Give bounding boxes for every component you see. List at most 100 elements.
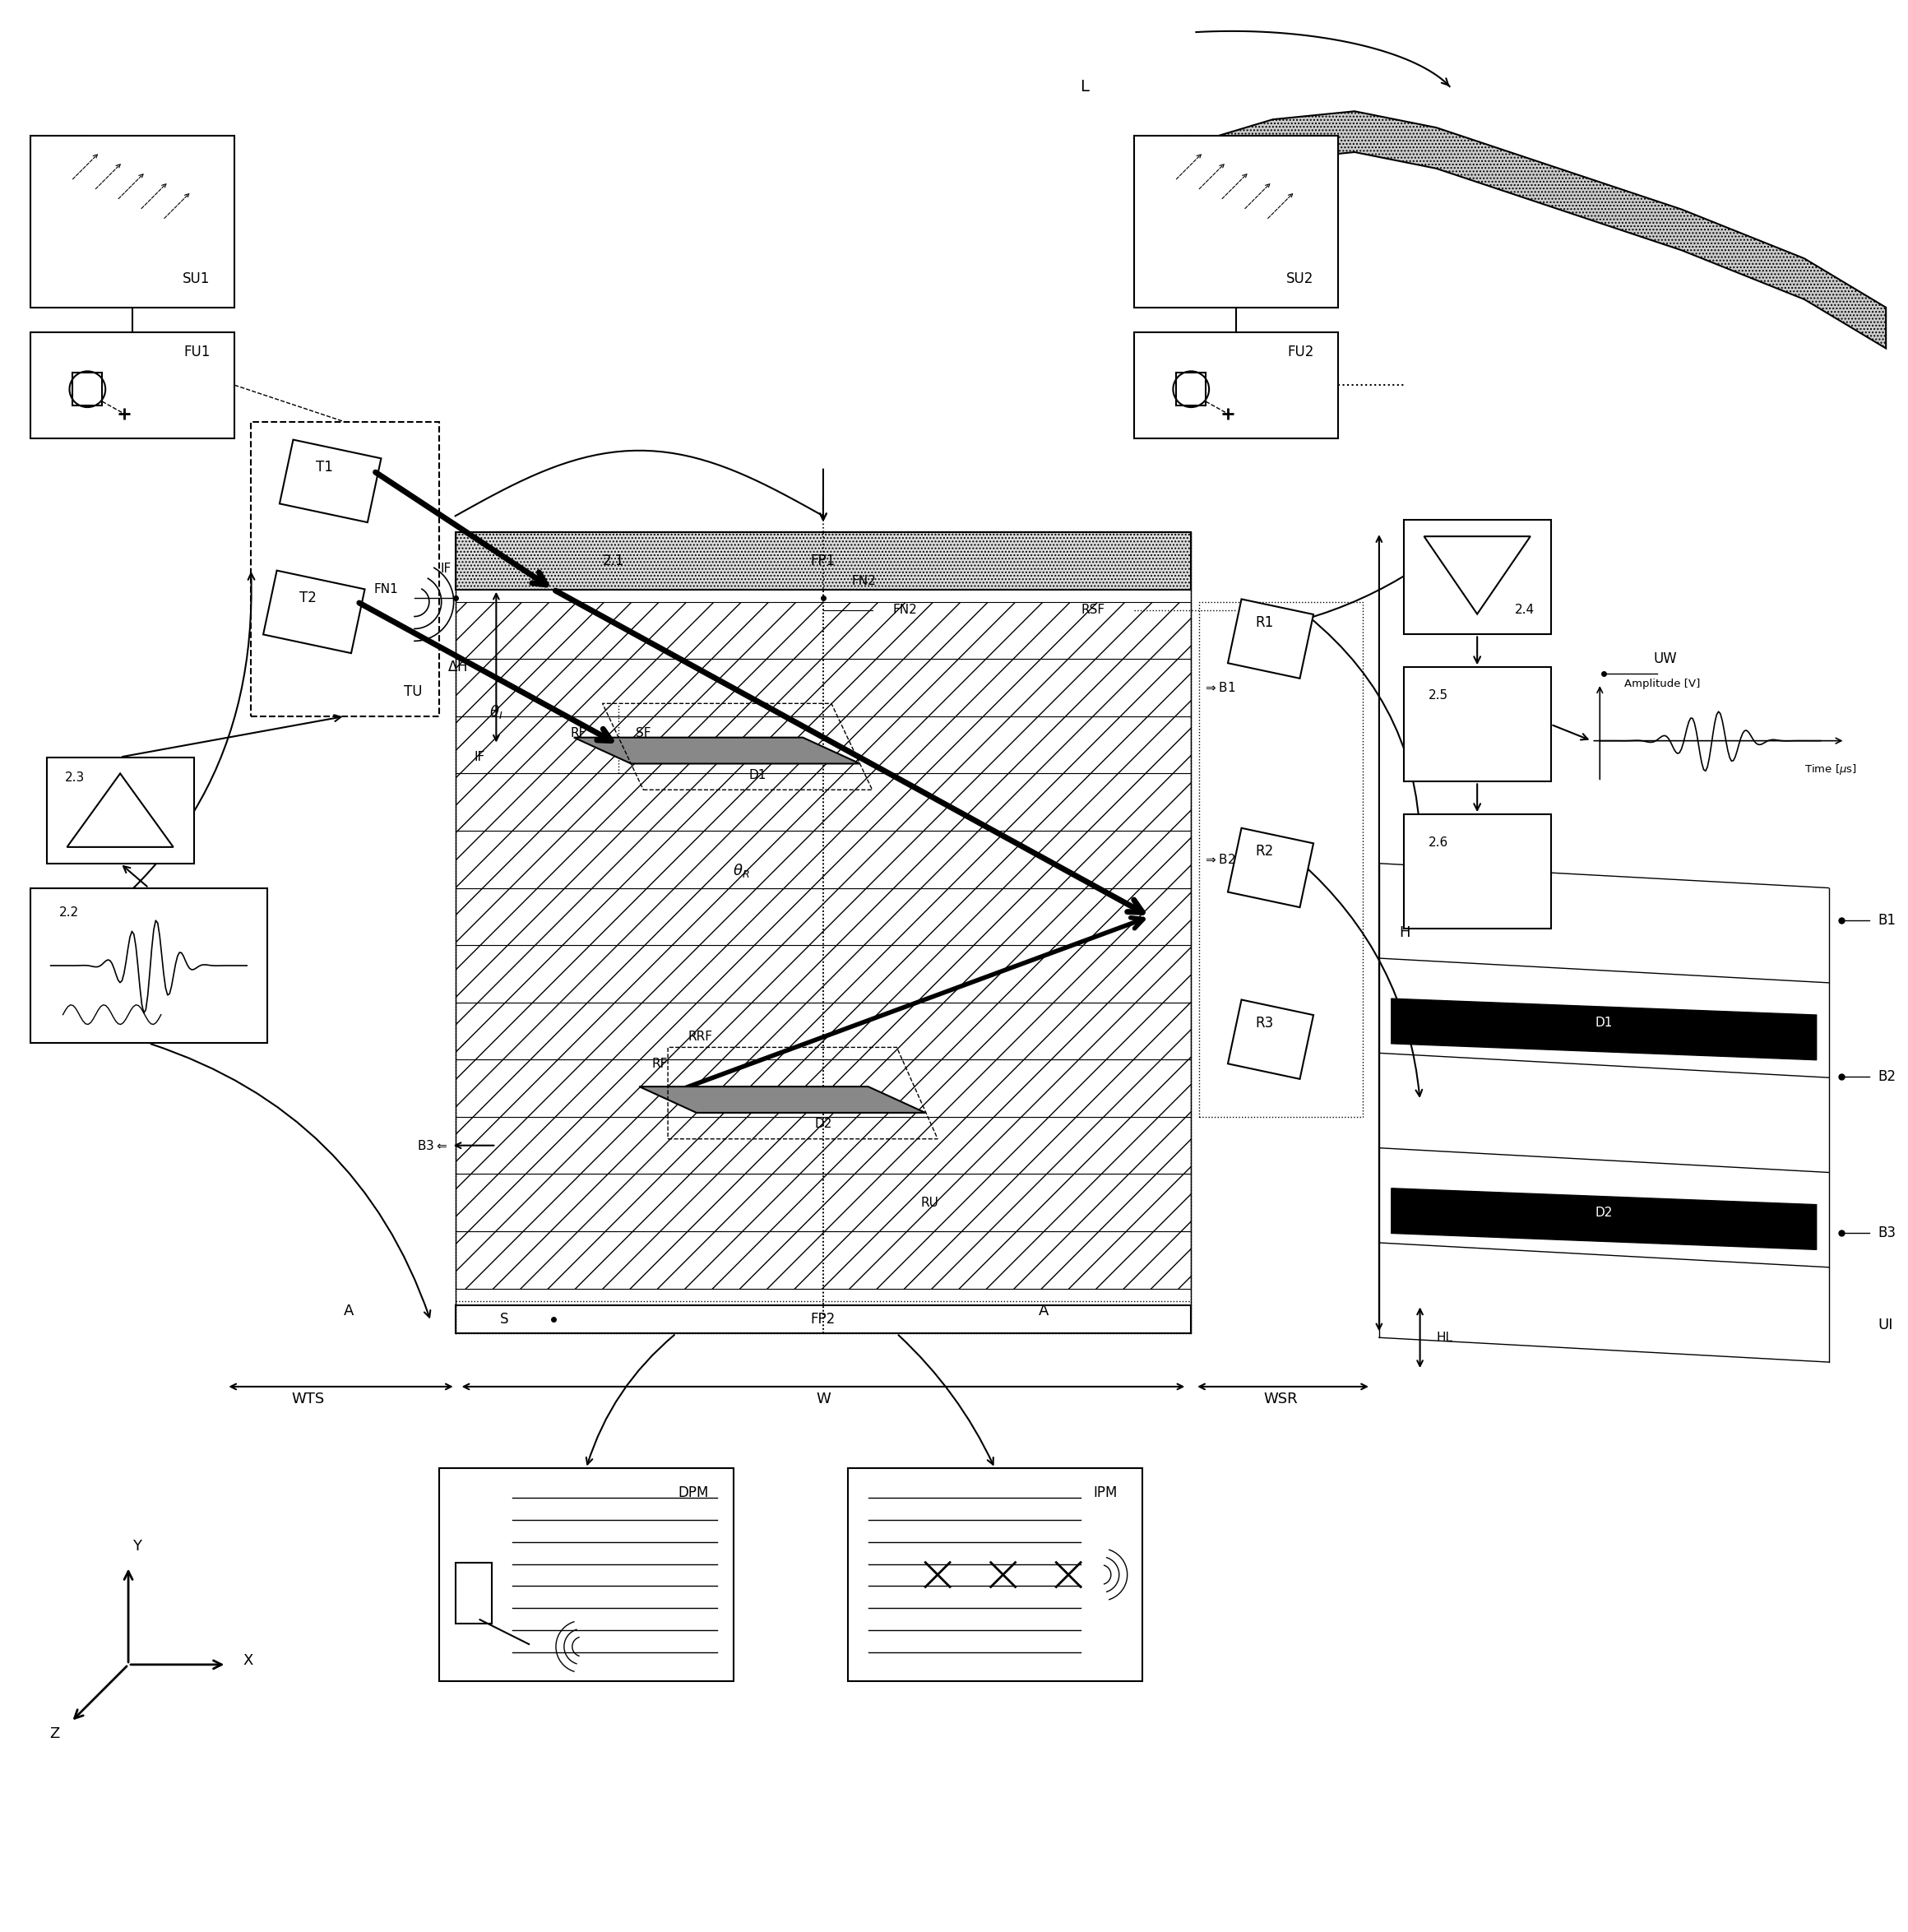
Bar [263, 570, 364, 653]
Polygon shape [67, 773, 174, 846]
Polygon shape [574, 738, 861, 763]
Text: X: X [242, 1654, 254, 1667]
Bar [456, 533, 1191, 1333]
Text: 2.3: 2.3 [65, 771, 86, 784]
Bar [1133, 332, 1338, 439]
Bar [456, 1059, 1191, 1117]
Text: WTS: WTS [292, 1391, 324, 1406]
Text: B2: B2 [1877, 1070, 1897, 1084]
Polygon shape [1391, 999, 1816, 1061]
Bar [280, 440, 382, 522]
Text: 2.1: 2.1 [603, 553, 624, 568]
Text: Amplitude [V]: Amplitude [V] [1624, 678, 1700, 690]
Text: D2: D2 [1595, 1208, 1612, 1219]
Text: A: A [1038, 1304, 1049, 1318]
Text: IF: IF [441, 562, 452, 576]
Bar [456, 773, 1191, 831]
Text: $\theta_R$: $\theta_R$ [733, 862, 750, 879]
Text: RF: RF [653, 1057, 668, 1070]
Bar [456, 601, 1191, 659]
Bar [456, 1563, 492, 1623]
Bar [456, 1304, 1191, 1333]
Text: UW: UW [1654, 651, 1677, 667]
Text: FN2: FN2 [851, 576, 876, 587]
Text: RSF: RSF [1082, 605, 1105, 616]
Text: B1: B1 [1877, 914, 1897, 927]
Bar [439, 1468, 733, 1681]
Text: 2.6: 2.6 [1429, 837, 1448, 850]
Bar [847, 1468, 1143, 1681]
Text: TU: TU [404, 684, 424, 699]
Text: L: L [1080, 79, 1089, 95]
Bar [456, 717, 1191, 773]
Bar [1229, 999, 1313, 1078]
Bar [1404, 667, 1551, 782]
Polygon shape [1391, 1188, 1816, 1250]
Text: 2.5: 2.5 [1429, 690, 1448, 701]
Bar [456, 1117, 1191, 1175]
Bar [456, 659, 1191, 717]
Text: RF: RF [570, 726, 586, 740]
Text: Y: Y [132, 1538, 141, 1553]
Text: W: W [817, 1391, 830, 1406]
Text: FP1: FP1 [811, 553, 836, 568]
Bar [1200, 601, 1362, 1117]
Bar [31, 889, 267, 1043]
Bar [456, 831, 1191, 889]
Bar [31, 135, 235, 307]
Text: H: H [1400, 925, 1410, 941]
Polygon shape [1191, 112, 1885, 348]
Bar [46, 757, 195, 864]
Text: 2.4: 2.4 [1515, 605, 1534, 616]
Text: Z: Z [50, 1727, 59, 1741]
Text: $\Delta$H: $\Delta$H [448, 661, 467, 674]
Text: R2: R2 [1255, 844, 1275, 858]
Polygon shape [1423, 537, 1530, 614]
Text: $\theta_I$: $\theta_I$ [490, 703, 504, 721]
Text: S: S [500, 1312, 509, 1327]
Bar [456, 533, 1191, 589]
Text: FN2: FN2 [893, 605, 918, 616]
Text: Time [$\mu$s]: Time [$\mu$s] [1805, 763, 1856, 777]
Bar [456, 945, 1191, 1003]
Text: T1: T1 [317, 460, 334, 473]
Text: IF: IF [475, 752, 485, 763]
Text: R1: R1 [1255, 614, 1275, 630]
Bar [1404, 520, 1551, 634]
Bar [1404, 815, 1551, 929]
Text: D1: D1 [750, 769, 767, 781]
Text: D1: D1 [1595, 1016, 1612, 1030]
Text: A: A [343, 1304, 355, 1318]
Bar [456, 1231, 1191, 1289]
Text: B3$\Leftarrow$: B3$\Leftarrow$ [416, 1138, 446, 1151]
Text: HL: HL [1437, 1331, 1452, 1345]
Text: T2: T2 [300, 591, 317, 605]
Text: DPM: DPM [677, 1486, 708, 1501]
Text: $\Rightarrow$B1: $\Rightarrow$B1 [1204, 682, 1236, 694]
Text: FP2: FP2 [811, 1312, 836, 1327]
Bar [456, 1003, 1191, 1059]
Text: FU2: FU2 [1288, 346, 1315, 359]
Text: $\Rightarrow$B2: $\Rightarrow$B2 [1204, 852, 1236, 866]
Polygon shape [639, 1086, 925, 1113]
Bar [31, 332, 235, 439]
Text: SU1: SU1 [183, 270, 210, 286]
Text: FN1: FN1 [374, 583, 399, 595]
Text: WSR: WSR [1263, 1391, 1297, 1406]
Text: SF: SF [635, 726, 651, 740]
Bar [1229, 599, 1313, 678]
Text: SU2: SU2 [1286, 270, 1315, 286]
Text: RRF: RRF [689, 1030, 714, 1043]
Bar [1133, 135, 1338, 307]
Bar [252, 421, 439, 717]
Bar [1177, 373, 1206, 406]
Text: B3: B3 [1877, 1227, 1897, 1240]
Text: RU: RU [920, 1196, 939, 1209]
Text: D2: D2 [815, 1119, 832, 1130]
Text: UI: UI [1877, 1318, 1893, 1333]
Text: R3: R3 [1255, 1016, 1275, 1030]
Text: IPM: IPM [1093, 1486, 1118, 1501]
Text: 2.2: 2.2 [59, 906, 78, 918]
Bar [73, 373, 103, 406]
Bar [456, 1175, 1191, 1231]
